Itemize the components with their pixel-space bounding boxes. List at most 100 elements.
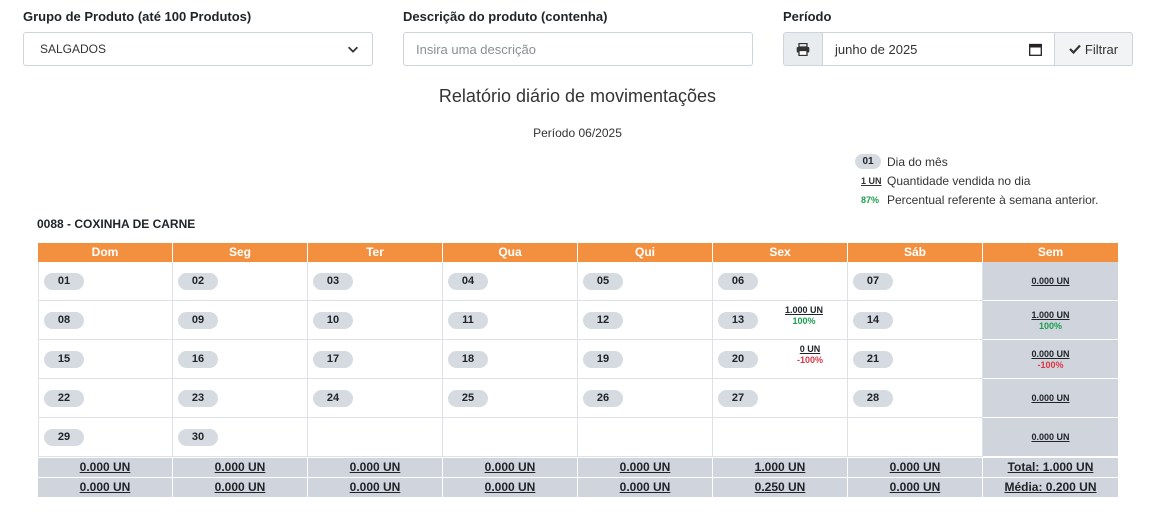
legend-day-pill: 01 — [855, 154, 881, 169]
day-number: 26 — [583, 390, 623, 407]
day-cell: 12 — [578, 301, 713, 340]
legend-quantity-text: Quantidade vendida no dia — [887, 173, 1031, 188]
day-cell: 19 — [578, 340, 713, 379]
filter-button[interactable]: Filtrar — [1055, 32, 1133, 66]
day-cell: 16 — [173, 340, 308, 379]
product-name: COXINHA DE CARNE — [74, 217, 196, 231]
week-quantity: 0.000 UN — [1031, 348, 1070, 359]
period-value: junho de 2025 — [835, 41, 918, 57]
averages-row: 0.000 UN 0.000 UN 0.000 UN 0.000 UN 0.00… — [38, 477, 1118, 497]
header-ter: Ter — [308, 243, 443, 262]
day-cell: 26 — [578, 379, 713, 418]
day-number: 30 — [178, 429, 218, 446]
day-number: 09 — [178, 312, 218, 329]
day-cell: 10 — [308, 301, 443, 340]
period-group: junho de 2025 Filtrar — [783, 32, 1133, 66]
day-number: 25 — [448, 390, 488, 407]
average-sem: Média: 0.200 UN — [983, 477, 1118, 497]
week-summary-cell: 0.000 UN -100% — [983, 340, 1118, 379]
description-input[interactable] — [403, 32, 753, 66]
day-quantity: 0 UN -100% — [797, 344, 823, 365]
day-cell — [308, 418, 443, 457]
week-row: 15 16 17 18 19 20 0 UN -100% 21 0.000 UN -100% — [38, 340, 1118, 379]
legend-quantity-sample: 1 UN — [861, 175, 882, 186]
week-quantity: 0.000 UN — [1031, 393, 1070, 403]
day-number: 23 — [178, 390, 218, 407]
total-ter: 0.000 UN — [308, 457, 443, 477]
calendar-table: Dom Seg Ter Qua Qui Sex Sáb Sem 01 02 03 04… — [38, 243, 1118, 497]
total-sex: 1.000 UN — [713, 457, 848, 477]
legend-row-day: 01 Dia do mês — [855, 152, 1098, 171]
day-cell — [713, 418, 848, 457]
day-number: 12 — [583, 312, 623, 329]
average-sex: 0.250 UN — [713, 477, 848, 497]
period-month-input[interactable]: junho de 2025 — [822, 32, 1055, 66]
chevron-down-icon — [348, 46, 358, 53]
print-button[interactable] — [783, 32, 822, 66]
description-label: Descrição do produto (contenha) — [403, 9, 608, 24]
total-qui: 0.000 UN — [578, 457, 713, 477]
total-qua: 0.000 UN — [443, 457, 578, 477]
day-number: 06 — [718, 273, 758, 290]
day-cell: 24 — [308, 379, 443, 418]
day-cell: 30 — [173, 418, 308, 457]
week-summary-cell: 0.000 UN — [983, 262, 1118, 301]
legend-percent-text: Percentual referente à semana anterior. — [887, 192, 1099, 207]
week-quantity: 0.000 UN — [1031, 432, 1070, 442]
average-sab: 0.000 UN — [848, 477, 983, 497]
calendar-header-row: Dom Seg Ter Qua Qui Sex Sáb Sem — [38, 243, 1118, 262]
week-percent: -100% — [1037, 359, 1064, 370]
day-number: 28 — [853, 390, 893, 407]
day-cell: 06 — [713, 262, 848, 301]
day-number: 08 — [44, 312, 84, 329]
header-dom: Dom — [38, 243, 173, 262]
week-quantity: 0.000 UN — [1031, 276, 1070, 286]
report-period: Período 06/2025 — [533, 126, 622, 140]
day-quantity-value: 0 UN — [799, 344, 821, 354]
day-number: 20 — [718, 351, 758, 368]
group-label: Grupo de Produto (até 100 Produtos) — [23, 9, 252, 24]
total-seg: 0.000 UN — [173, 457, 308, 477]
report-title: Relatório diário de movimentações — [438, 86, 717, 106]
header-sem: Sem — [983, 243, 1118, 262]
day-number: 22 — [44, 390, 84, 407]
check-icon — [1069, 44, 1081, 54]
total-sab: 0.000 UN — [848, 457, 983, 477]
product-group-value: SALGADOS — [40, 42, 107, 56]
day-number: 19 — [583, 351, 623, 368]
average-seg: 0.000 UN — [173, 477, 308, 497]
day-quantity: 1.000 UN 100% — [785, 305, 823, 326]
day-number: 13 — [718, 312, 758, 329]
product-code: 0088 — [37, 217, 64, 231]
day-cell: 28 — [848, 379, 983, 418]
week-row: 29 30 0.000 UN — [38, 418, 1118, 457]
week-row: 08 09 10 11 12 13 1.000 UN 100% 14 1.000 UN 100% — [38, 301, 1118, 340]
day-cell: 07 — [848, 262, 983, 301]
day-number: 14 — [853, 312, 893, 329]
calendar-icon[interactable] — [1029, 43, 1042, 56]
header-qui: Qui — [578, 243, 713, 262]
week-quantity: 1.000 UN — [1031, 309, 1070, 320]
week-percent: 100% — [1038, 320, 1063, 331]
day-cell: 20 0 UN -100% — [713, 340, 848, 379]
day-number: 16 — [178, 351, 218, 368]
legend-day-text: Dia do mês — [887, 154, 948, 169]
day-cell: 09 — [173, 301, 308, 340]
day-cell — [578, 418, 713, 457]
header-seg: Seg — [173, 243, 308, 262]
day-cell: 01 — [38, 262, 173, 301]
day-cell: 15 — [38, 340, 173, 379]
week-summary-cell: 0.000 UN — [983, 379, 1118, 418]
product-group-select[interactable]: SALGADOS — [23, 32, 373, 66]
day-number: 03 — [313, 273, 353, 290]
header-qua: Qua — [443, 243, 578, 262]
legend-row-quantity: 1 UN Quantidade vendida no dia — [855, 171, 1098, 190]
day-number: 27 — [718, 390, 758, 407]
day-cell: 11 — [443, 301, 578, 340]
day-cell: 03 — [308, 262, 443, 301]
average-dom: 0.000 UN — [38, 477, 173, 497]
day-cell: 17 — [308, 340, 443, 379]
week-summary-cell: 1.000 UN 100% — [983, 301, 1118, 340]
legend: 01 Dia do mês 1 UN Quantidade vendida no… — [855, 152, 1098, 209]
total-sem: Total: 1.000 UN — [983, 457, 1118, 477]
